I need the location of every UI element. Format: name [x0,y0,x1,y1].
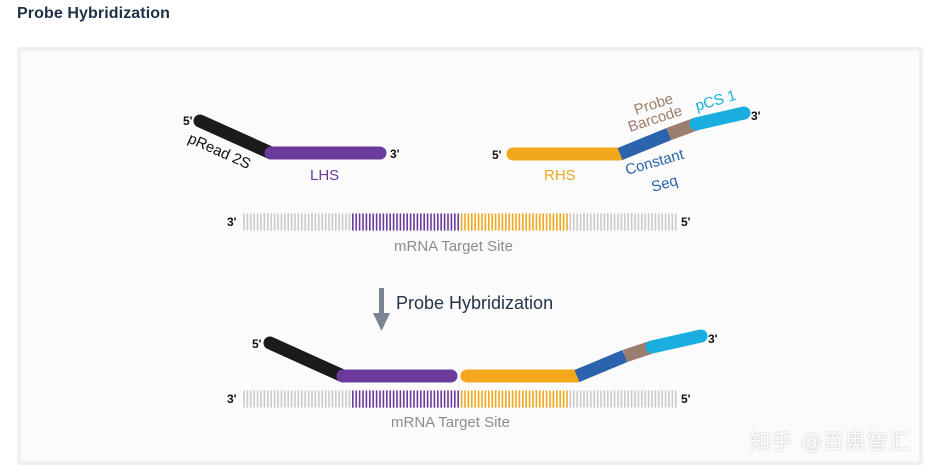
right-probe-five-prime-label: 5' [492,148,502,162]
mrna-bottom-five-prime-label: 5' [681,392,691,406]
pcs1-segment-hybridized [645,329,708,354]
mrna-target-strand-top [243,213,677,231]
page-title: Probe Hybridization [17,5,171,22]
pread-2s-segment [193,114,278,160]
probe-hybridization-step-label: Probe Hybridization [396,293,553,313]
pcs1-segment [689,106,751,131]
mrna-target-site-label-bottom: mRNA Target Site [391,414,510,431]
bottom-three-prime-label: 3' [708,332,718,346]
watermark: 知乎 @百奥智汇 [749,430,911,454]
mrna-target-site-label-top: mRNA Target Site [394,238,513,255]
mrna-target-strand-bottom [243,390,677,408]
constant-seq-segment-hybridized [574,350,628,382]
lhs-label: LHS [310,167,339,184]
figure-frame [17,47,923,465]
mrna-top-five-prime-label: 5' [681,215,691,229]
mrna-bottom-three-prime-label: 3' [227,392,237,406]
constant-seq-label-line2: Seq [649,172,679,196]
right-probe-three-prime-label: 3' [751,109,761,123]
mrna-top-three-prime-label: 3' [227,215,237,229]
constant-seq-segment [617,127,672,161]
bottom-five-prime-label: 5' [252,337,262,351]
down-arrow-icon [373,288,390,331]
left-probe-five-prime-label: 5' [183,114,193,128]
left-probe-three-prime-label: 3' [390,147,400,161]
rhs-label: RHS [544,167,576,184]
pread-2s-segment-hybridized [263,336,350,383]
